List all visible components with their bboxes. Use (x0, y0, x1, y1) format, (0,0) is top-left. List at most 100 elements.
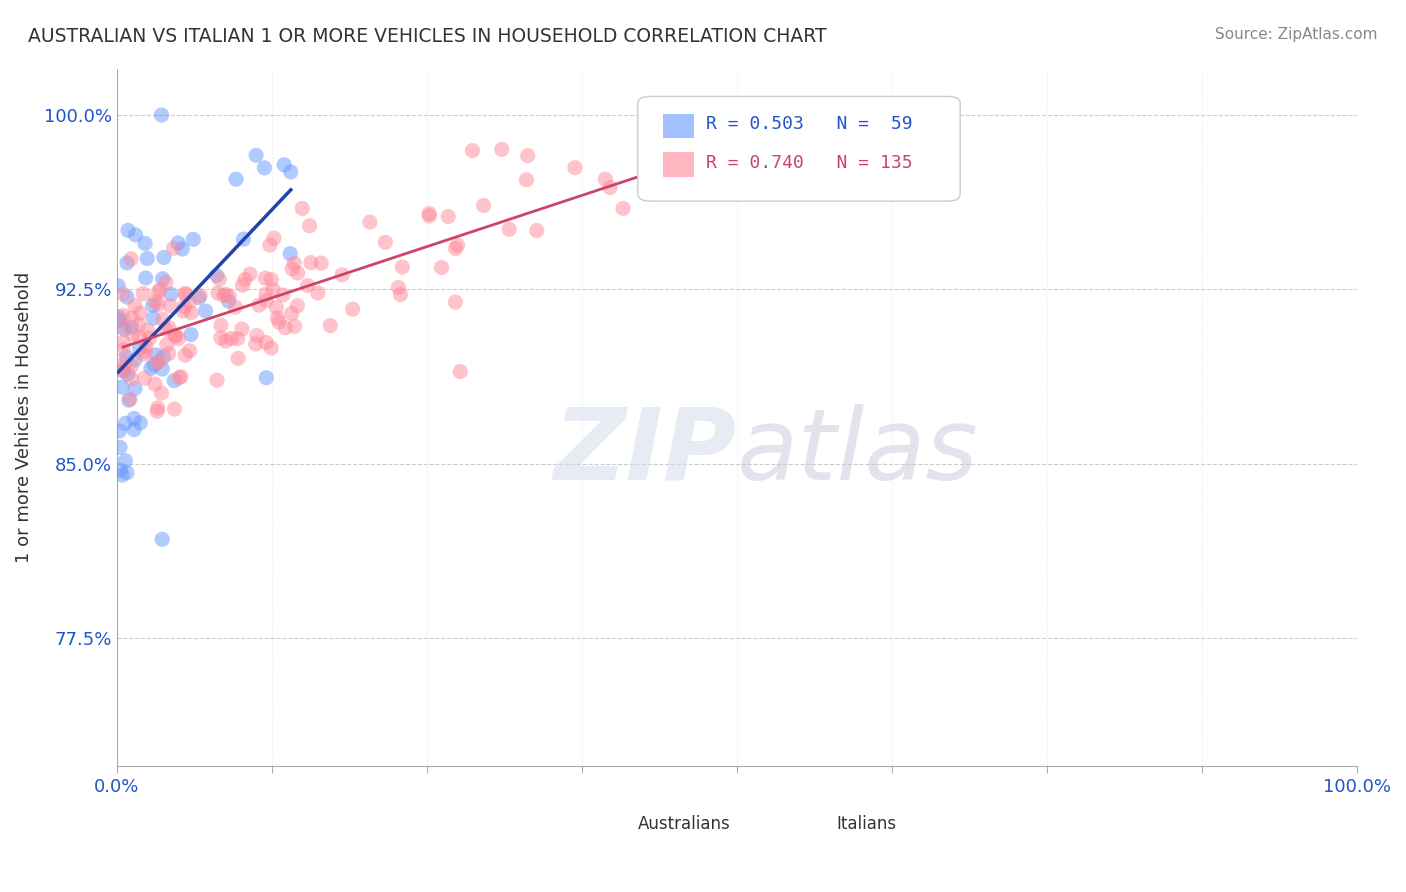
Australians (111, 468, 134, 483)
Italians (595, 172, 617, 186)
Italians (179, 343, 201, 358)
Italians (146, 404, 169, 418)
Italians (215, 287, 238, 301)
Italians (259, 238, 281, 252)
Italians (128, 330, 150, 344)
Italians (287, 266, 309, 280)
Italians (491, 142, 513, 156)
Italians (112, 309, 135, 323)
Australians (150, 108, 173, 122)
Italians (188, 288, 211, 302)
Australians (107, 278, 129, 293)
Y-axis label: 1 or more Vehicles in Household: 1 or more Vehicles in Household (15, 272, 32, 563)
Italians (231, 322, 253, 336)
Australians (124, 382, 146, 396)
Italians (262, 283, 284, 297)
Italians (155, 322, 177, 336)
Text: AUSTRALIAN VS ITALIAN 1 OR MORE VEHICLES IN HOUSEHOLD CORRELATION CHART: AUSTRALIAN VS ITALIAN 1 OR MORE VEHICLES… (28, 27, 827, 45)
Australians (152, 350, 174, 364)
Italians (307, 285, 329, 300)
Australians (134, 236, 156, 251)
Italians (134, 371, 156, 385)
Italians (281, 261, 304, 276)
Australians (280, 165, 302, 179)
Australians (117, 367, 139, 381)
Italians (637, 108, 659, 122)
Italians (157, 320, 180, 334)
Italians (209, 331, 232, 345)
Italians (159, 299, 181, 313)
Italians (374, 235, 396, 250)
Italians (208, 272, 231, 286)
Italians (446, 238, 468, 252)
Australians (139, 361, 162, 376)
Italians (173, 300, 195, 314)
Italians (143, 377, 166, 392)
Italians (516, 148, 538, 162)
Australians (129, 416, 152, 430)
Australians (124, 227, 146, 242)
Italians (266, 301, 288, 315)
Italians (207, 285, 229, 300)
Italians (146, 297, 169, 311)
Australians (115, 350, 138, 364)
Australians (108, 424, 131, 438)
Australians (128, 341, 150, 355)
Italians (298, 219, 321, 233)
Italians (449, 365, 471, 379)
Italians (215, 334, 238, 348)
Australians (152, 271, 174, 285)
Italians (444, 295, 467, 310)
Italians (209, 318, 232, 333)
Australians (122, 411, 145, 425)
Australians (254, 370, 277, 384)
Italians (155, 276, 177, 290)
Italians (120, 252, 142, 266)
Australians (187, 291, 209, 305)
Italians (112, 335, 135, 350)
Australians (115, 466, 138, 480)
Australians (115, 256, 138, 270)
Australians (115, 290, 138, 304)
Australians (218, 294, 240, 309)
Italians (132, 347, 155, 361)
Italians (150, 386, 173, 401)
Italians (112, 320, 135, 334)
Italians (461, 144, 484, 158)
Australians (124, 352, 146, 367)
Italians (226, 332, 249, 346)
Italians (167, 331, 190, 345)
Italians (138, 331, 160, 345)
Italians (226, 351, 249, 366)
Italians (389, 287, 412, 301)
Italians (359, 215, 381, 229)
FancyBboxPatch shape (588, 790, 619, 812)
Italians (149, 283, 172, 297)
FancyBboxPatch shape (793, 790, 824, 812)
Italians (247, 298, 270, 312)
Australians (145, 348, 167, 362)
Australians (114, 454, 136, 468)
Australians (153, 251, 176, 265)
Australians (150, 533, 173, 547)
Italians (136, 324, 159, 338)
Italians (342, 302, 364, 317)
Australians (172, 242, 194, 256)
Italians (121, 372, 143, 386)
Australians (135, 271, 157, 285)
Australians (114, 417, 136, 431)
Australians (253, 161, 276, 175)
Italians (121, 359, 143, 373)
Italians (309, 256, 332, 270)
Italians (132, 286, 155, 301)
Australians (273, 158, 295, 172)
Italians (437, 210, 460, 224)
Italians (260, 341, 283, 355)
Australians (194, 304, 217, 318)
Italians (112, 361, 135, 376)
Australians (181, 232, 204, 246)
FancyBboxPatch shape (662, 153, 693, 177)
Italians (472, 198, 495, 212)
Italians (165, 328, 187, 343)
Australians (160, 287, 183, 301)
